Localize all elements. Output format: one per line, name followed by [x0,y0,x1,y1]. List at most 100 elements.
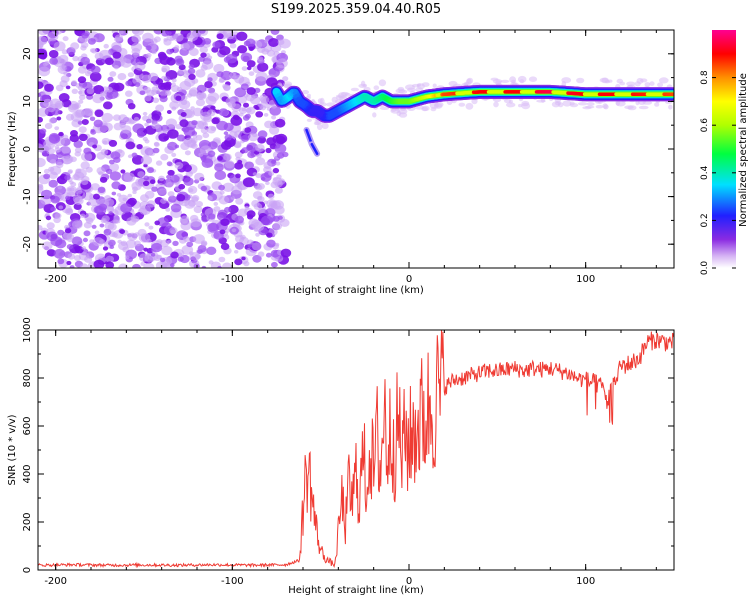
noise-blob [168,195,177,203]
noise-blob [148,225,154,230]
ridge-halo [434,101,444,108]
noise-blob [167,141,178,151]
noise-blob [177,256,184,262]
noise-blob [237,45,248,54]
noise-blob [157,188,167,196]
noise-blob [224,206,231,213]
ridge-halo [400,107,407,112]
noise-blob [140,261,145,266]
noise-blob [127,193,132,198]
noise-blob [144,95,152,102]
noise-blob [207,150,216,157]
ridge-halo [316,123,323,131]
noise-blob [216,33,224,40]
noise-blob [268,171,275,176]
noise-blob [153,36,161,43]
noise-blob [195,98,206,107]
noise-blob [61,146,71,154]
noise-blob [98,171,104,176]
noise-blob [180,112,187,117]
noise-blob [244,205,250,210]
colorbar-tick-label: 0.2 [700,213,710,227]
noise-blob [143,262,155,268]
noise-blob [77,85,83,91]
noise-blob [93,119,103,128]
noise-blob [74,246,84,254]
x-tick-label: -100 [221,274,244,285]
noise-blob [92,237,104,247]
noise-blob [160,153,169,161]
noise-blob [225,53,238,64]
noise-blob [169,101,180,110]
noise-blob [104,195,112,202]
noise-blob [38,66,51,77]
y-tick-label: 600 [22,416,33,435]
noise-blob [89,48,96,53]
noise-blob [266,232,273,238]
noise-blob [159,264,167,268]
ridge-halo [607,79,613,83]
noise-blob [234,151,243,158]
noise-blob [199,46,208,54]
snr-y-label: SNR (10 * v/v) [7,414,18,485]
noise-blob [260,105,267,111]
noise-blob [99,91,107,97]
y-tick-label: 400 [22,464,33,483]
noise-blob [147,167,154,174]
noise-blob [207,87,216,94]
noise-blob [50,206,56,212]
noise-blob [170,251,179,259]
colorbar-gradient [712,30,736,268]
noise-blob [190,214,199,222]
noise-blob [245,107,252,113]
noise-blob [110,151,121,160]
noise-blob [237,159,243,164]
noise-blob [200,127,209,134]
noise-blob [248,46,254,52]
noise-blob [116,193,122,197]
noise-blob [89,72,102,82]
noise-blob [53,248,66,259]
noise-blob [207,77,213,82]
ridge-halo [576,77,585,84]
noise-blob [201,158,214,169]
noise-blob [53,41,66,52]
noise-blob [132,123,145,134]
noise-blob [193,234,205,244]
noise-blob [46,231,58,242]
noise-blob [235,235,245,243]
noise-blob [161,245,173,256]
noise-blob [152,97,160,104]
noise-blob [108,139,118,147]
noise-blob [60,75,70,83]
noise-blob [82,237,88,243]
noise-blob [133,240,141,247]
noise-blob [182,236,190,243]
noise-blob [255,144,265,152]
noise-blob [180,42,190,51]
ridge-halo [504,98,511,104]
noise-blob [188,73,196,80]
noise-blob [207,196,213,201]
noise-blob [131,34,141,43]
noise-blob [219,229,226,235]
noise-blob [106,206,115,213]
noise-blob [188,251,194,256]
ridge-halo [528,76,538,82]
noise-blob [183,126,196,137]
ridge-halo [595,104,604,109]
noise-blob [67,253,76,260]
y-tick-label: 1000 [22,317,33,342]
noise-blob [265,147,272,154]
noise-blob [167,239,172,244]
noise-blob [77,90,83,95]
noise-blob [81,152,93,162]
noise-blob [81,119,89,125]
snr-series-line [38,330,674,569]
noise-blob [60,65,67,72]
noise-blob [132,263,141,268]
noise-blob [208,213,216,220]
spectrogram-x-label: Height of straight line (km) [288,285,424,296]
ridge-halo [562,100,572,107]
